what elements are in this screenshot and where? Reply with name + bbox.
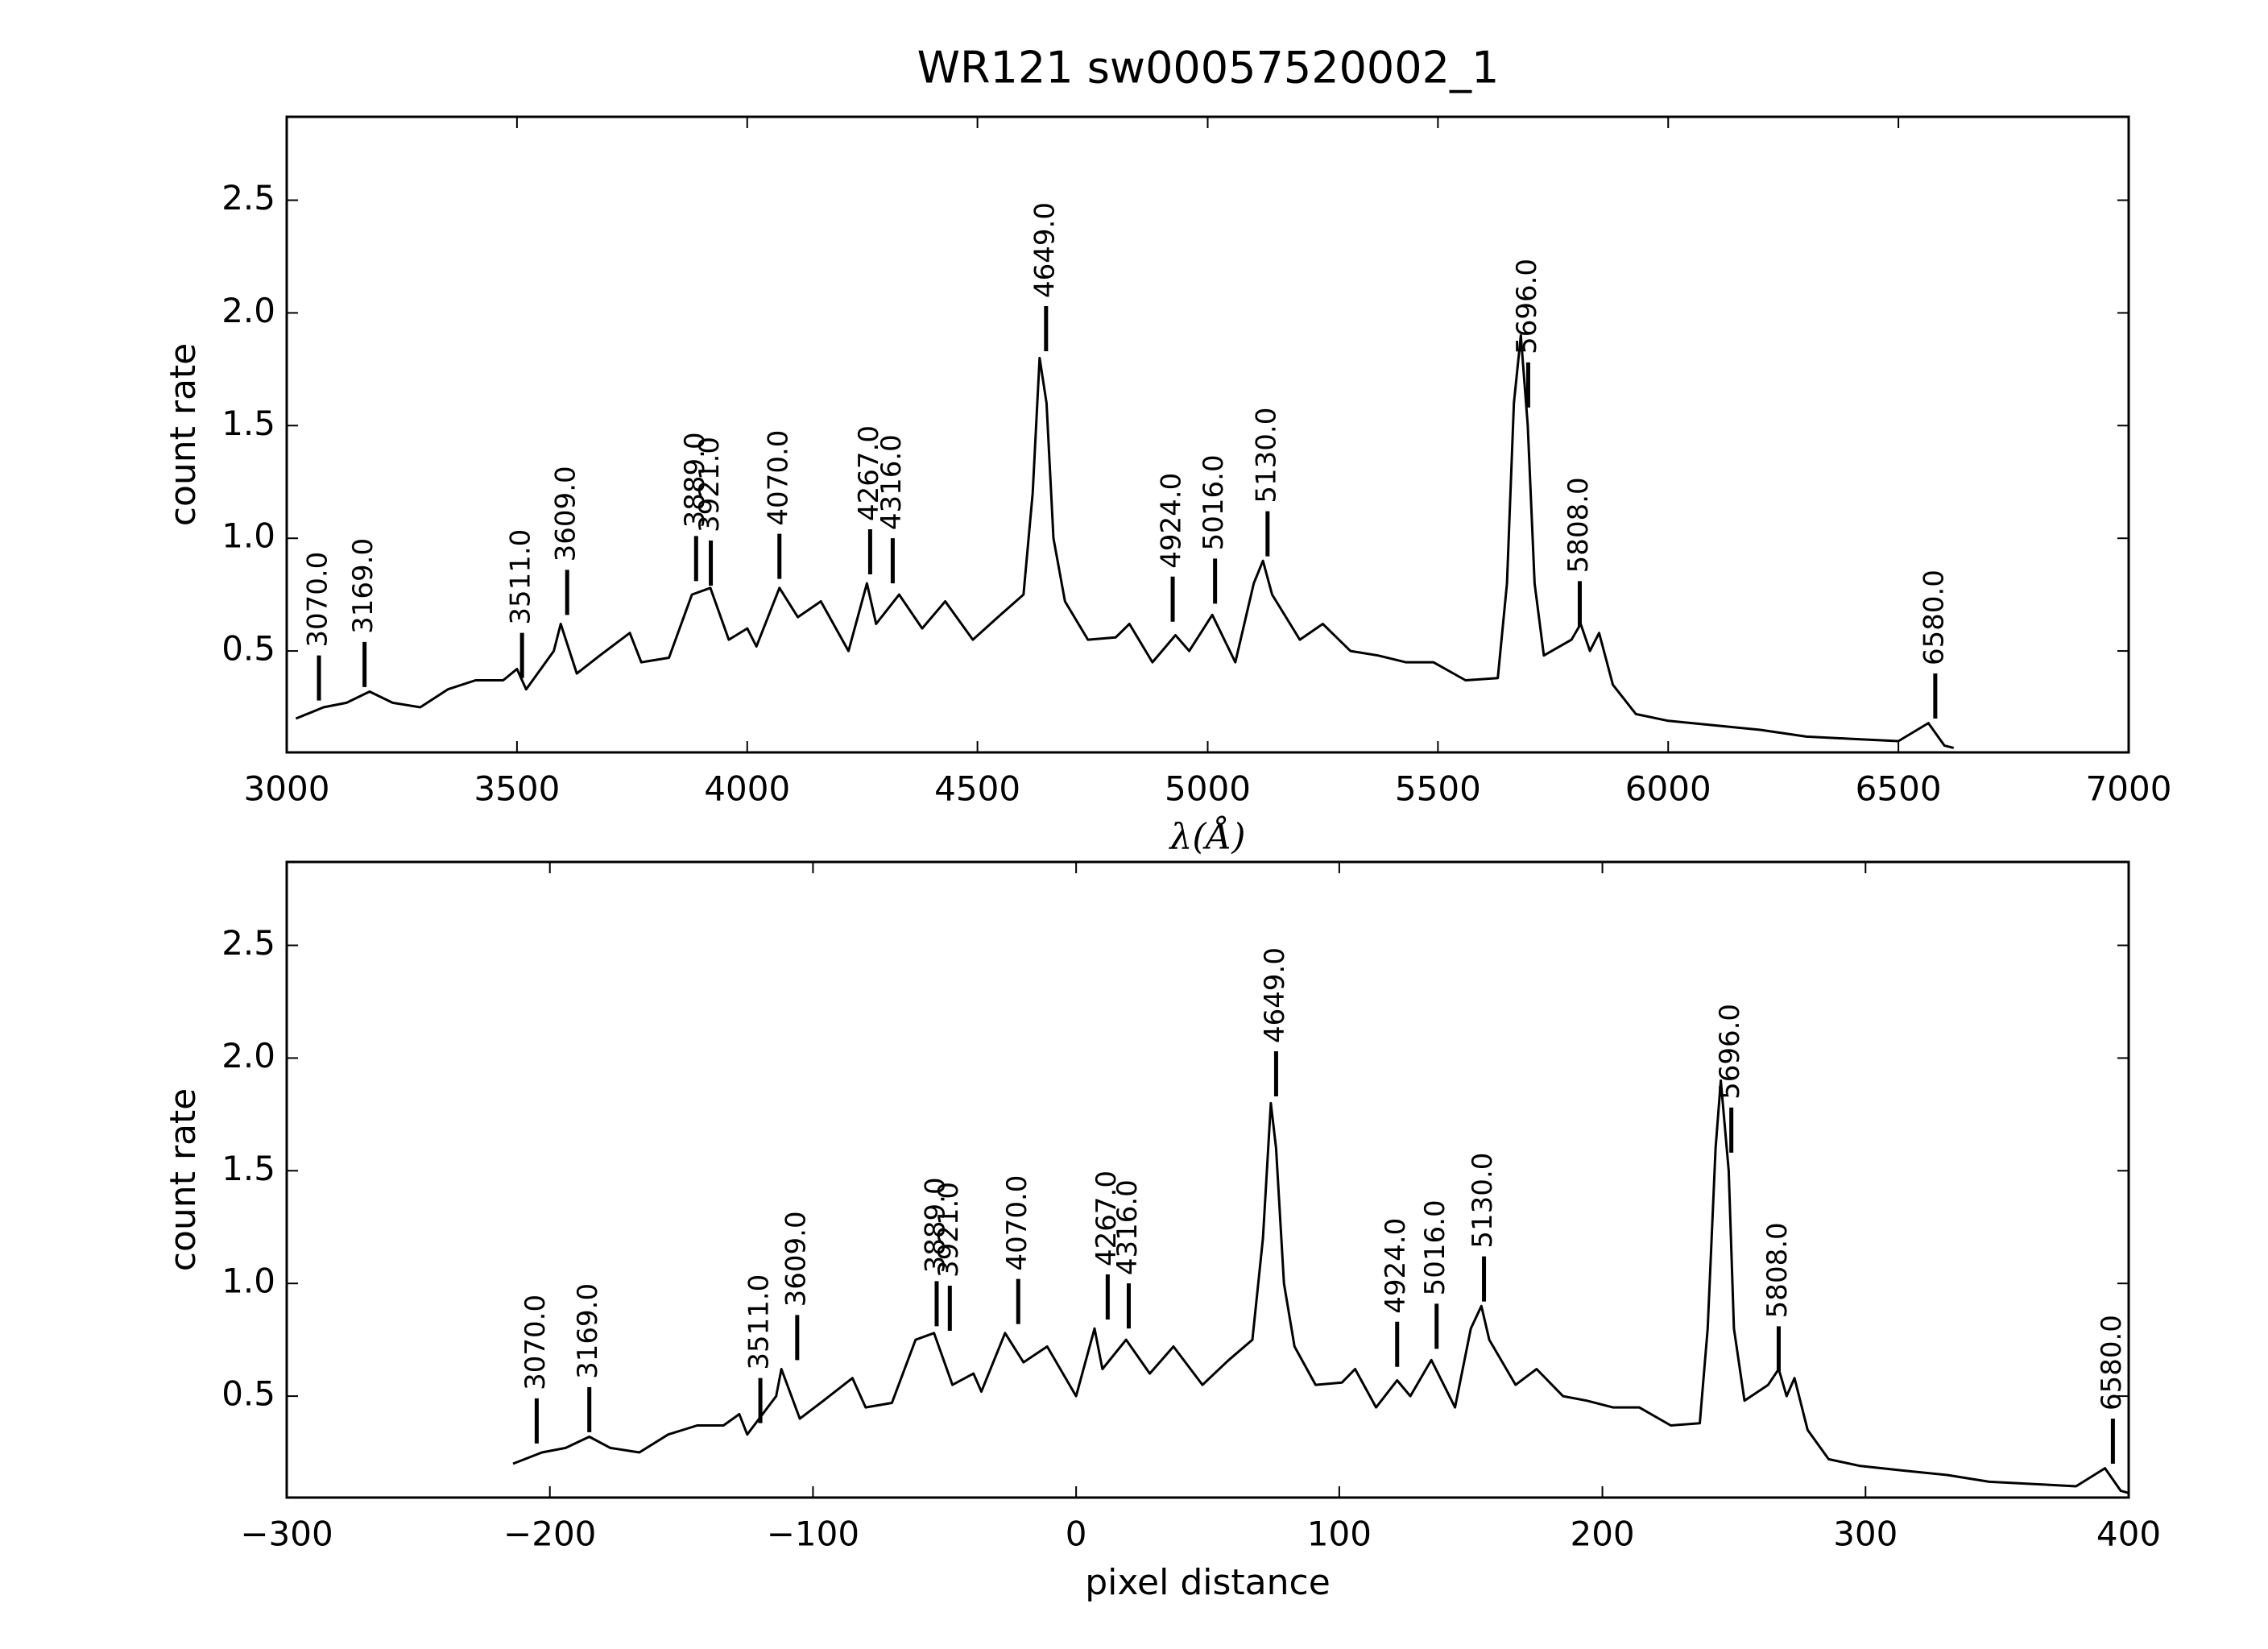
x-tick-label: 3500: [474, 769, 560, 809]
line-label: 4924.0: [1156, 473, 1188, 569]
chart-title: WR121 sw00057520002_1: [917, 43, 1500, 93]
y-axis-label: count rate: [163, 1088, 204, 1272]
line-label: 4649.0: [1259, 947, 1291, 1043]
x-tick-label: 400: [2096, 1514, 2161, 1554]
line-label: 6580.0: [2096, 1315, 2128, 1411]
x-tick-label: 300: [1833, 1514, 1898, 1554]
y-tick-label: 2.0: [221, 1036, 275, 1075]
line-label: 3169.0: [347, 538, 379, 634]
line-label: 4070.0: [1001, 1175, 1033, 1271]
line-label: 3609.0: [780, 1211, 812, 1307]
x-tick-label: 5000: [1165, 769, 1251, 809]
line-label: 3511.0: [743, 1274, 776, 1370]
line-label: 5696.0: [1511, 259, 1543, 354]
line-label: 4267.0: [853, 425, 885, 521]
line-label: 5130.0: [1250, 408, 1282, 503]
y-tick-label: 0.5: [221, 629, 275, 669]
x-tick-label: 6500: [1856, 769, 1942, 809]
line-label: 5696.0: [1714, 1004, 1746, 1100]
x-tick-label: 6000: [1625, 769, 1711, 809]
x-tick-label: 100: [1307, 1514, 1372, 1554]
plot-frame: [285, 860, 2130, 1499]
line-label: 4316.0: [1111, 1179, 1144, 1275]
x-tick-label: 7000: [2086, 769, 2172, 809]
x-axis-label: λ(Å): [1169, 815, 1246, 858]
line-label: 4070.0: [762, 430, 794, 526]
plot-frame: [285, 115, 2130, 754]
line-label: 6580.0: [1918, 570, 1950, 665]
line-label: 4267.0: [1091, 1170, 1123, 1266]
x-tick-label: 3000: [244, 769, 330, 809]
line-label: 5016.0: [1198, 454, 1230, 550]
line-label: 3511.0: [505, 529, 537, 625]
line-label: 5808.0: [1562, 477, 1595, 573]
line-label: 3609.0: [550, 466, 582, 561]
line-label: 5808.0: [1761, 1222, 1794, 1318]
y-tick-label: 1.5: [221, 404, 275, 443]
x-tick-label: 0: [1066, 1514, 1087, 1554]
line-label: 3889.0: [919, 1177, 951, 1273]
y-tick-label: 2.5: [221, 923, 275, 963]
line-label: 3921.0: [933, 1182, 965, 1278]
y-axis-label: count rate: [163, 343, 204, 527]
x-tick-label: −100: [767, 1514, 859, 1554]
spectrum-line: [295, 334, 1955, 749]
y-tick-label: 1.5: [221, 1149, 275, 1188]
line-label: 4924.0: [1380, 1218, 1412, 1314]
line-label: 3070.0: [302, 552, 334, 648]
spectrum-line: [512, 1079, 2129, 1494]
line-label: 4316.0: [875, 434, 908, 530]
line-label: 5130.0: [1467, 1153, 1499, 1249]
x-tick-label: 200: [1570, 1514, 1634, 1554]
x-tick-label: 4000: [704, 769, 790, 809]
line-label: 3921.0: [693, 437, 726, 532]
x-tick-label: −200: [503, 1514, 596, 1554]
line-label: 4649.0: [1028, 202, 1061, 298]
x-axis-label: pixel distance: [1085, 1562, 1331, 1603]
x-tick-label: 4500: [934, 769, 1020, 809]
line-label: 5016.0: [1419, 1199, 1451, 1295]
line-label: 3169.0: [572, 1283, 604, 1379]
y-tick-label: 1.0: [221, 516, 275, 556]
x-tick-label: −300: [240, 1514, 333, 1554]
x-tick-label: 5500: [1395, 769, 1481, 809]
y-tick-label: 0.5: [221, 1374, 275, 1414]
y-tick-label: 1.0: [221, 1262, 275, 1301]
y-tick-label: 2.0: [221, 291, 275, 330]
line-label: 3070.0: [519, 1295, 552, 1390]
y-tick-label: 2.5: [221, 178, 275, 218]
line-label: 3889.0: [679, 432, 711, 528]
